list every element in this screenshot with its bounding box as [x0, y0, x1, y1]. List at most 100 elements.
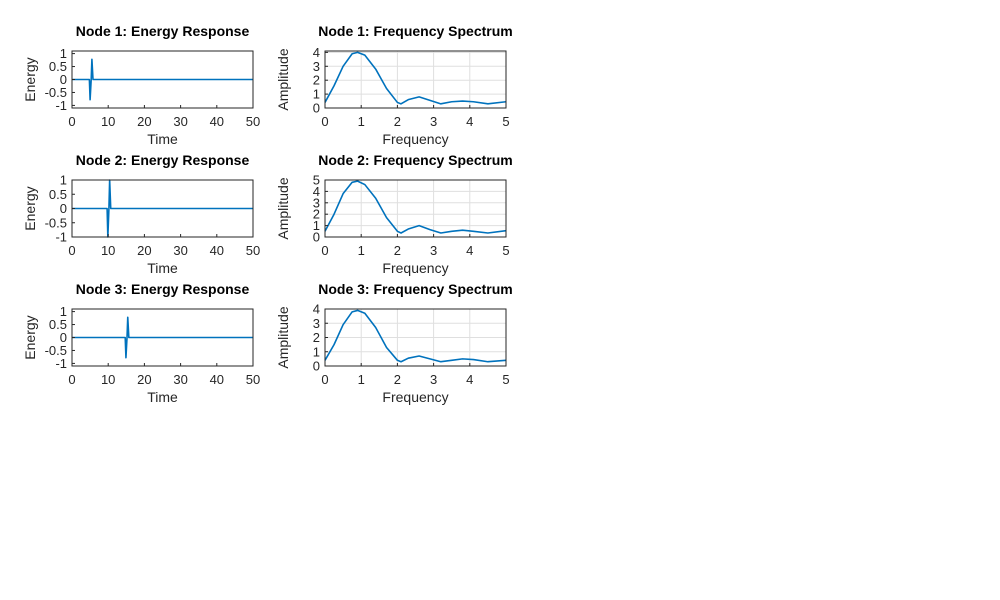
series-line [72, 316, 253, 359]
series-line [324, 180, 507, 234]
plot-title: Node 1: Energy Response [76, 23, 250, 39]
y-axis-label: Amplitude [275, 177, 291, 239]
y-tick-label: 4 [313, 184, 320, 199]
x-tick-label: 5 [502, 372, 509, 387]
x-tick-label: 5 [502, 243, 509, 258]
axes-background [324, 50, 507, 109]
y-axis-label: Energy [22, 57, 38, 101]
plot-title: Node 1: Frequency Spectrum [318, 23, 513, 39]
x-tick-label: 40 [210, 372, 224, 387]
x-tick-label: 3 [430, 114, 437, 129]
y-tick-label: 1 [313, 218, 320, 233]
y-tick-label: -0.5 [45, 343, 67, 358]
x-tick-label: 1 [358, 243, 365, 258]
y-tick-label: 0 [313, 101, 320, 116]
y-tick-label: 3 [313, 316, 320, 331]
y-tick-label: -1 [55, 98, 67, 113]
y-tick-label: 0.5 [49, 187, 67, 202]
x-axis-label: Frequency [382, 260, 448, 276]
x-tick-label: 40 [210, 114, 224, 129]
plot-title: Node 2: Frequency Spectrum [318, 152, 513, 168]
series-line [72, 58, 253, 101]
x-tick-label: 50 [246, 243, 260, 258]
x-tick-label: 0 [68, 243, 75, 258]
y-tick-label: 1 [313, 87, 320, 102]
y-tick-label: 2 [313, 73, 320, 88]
x-tick-label: 10 [101, 372, 115, 387]
x-axis-label: Time [147, 389, 178, 405]
series-line [324, 51, 507, 105]
x-tick-label: 0 [321, 114, 328, 129]
y-axis-label: Energy [22, 186, 38, 230]
y-tick-label: 1 [60, 304, 67, 319]
x-tick-label: 4 [466, 114, 473, 129]
axes-background [324, 179, 507, 238]
x-tick-label: 3 [430, 372, 437, 387]
y-tick-label: 1 [60, 46, 67, 61]
plot-title: Node 3: Frequency Spectrum [318, 281, 513, 297]
series-line [324, 309, 507, 363]
y-tick-label: -1 [55, 230, 67, 245]
x-tick-label: 30 [173, 243, 187, 258]
y-tick-label: 3 [313, 195, 320, 210]
x-tick-label: 30 [173, 372, 187, 387]
x-tick-label: 1 [358, 372, 365, 387]
x-tick-label: 2 [394, 372, 401, 387]
series-line [72, 179, 253, 238]
x-tick-label: 50 [246, 114, 260, 129]
y-axis-label: Energy [22, 315, 38, 359]
x-tick-label: 20 [137, 372, 151, 387]
x-tick-label: 3 [430, 243, 437, 258]
y-tick-label: 1 [313, 344, 320, 359]
x-tick-label: 0 [321, 243, 328, 258]
y-tick-label: 0 [60, 201, 67, 216]
x-tick-label: 10 [101, 243, 115, 258]
x-tick-label: 20 [137, 243, 151, 258]
x-axis-label: Frequency [382, 131, 448, 147]
y-tick-label: 1 [60, 173, 67, 188]
x-tick-label: 1 [358, 114, 365, 129]
y-tick-label: 4 [313, 45, 320, 60]
y-axis-label: Amplitude [275, 48, 291, 110]
plot-title: Node 3: Energy Response [76, 281, 250, 297]
y-tick-label: 0 [313, 230, 320, 245]
y-tick-label: 2 [313, 207, 320, 222]
axes-frame [324, 179, 507, 238]
y-tick-label: -1 [55, 356, 67, 371]
x-tick-label: 2 [394, 114, 401, 129]
x-tick-label: 40 [210, 243, 224, 258]
x-tick-label: 50 [246, 372, 260, 387]
x-axis-label: Time [147, 260, 178, 276]
x-tick-label: 30 [173, 114, 187, 129]
x-tick-label: 2 [394, 243, 401, 258]
x-tick-label: 4 [466, 243, 473, 258]
y-tick-label: 0.5 [49, 59, 67, 74]
y-tick-label: 2 [313, 330, 320, 345]
x-tick-label: 4 [466, 372, 473, 387]
y-tick-label: 0 [60, 72, 67, 87]
x-tick-label: 0 [321, 372, 328, 387]
x-tick-label: 0 [68, 372, 75, 387]
x-tick-label: 0 [68, 114, 75, 129]
x-tick-label: 10 [101, 114, 115, 129]
y-tick-label: 5 [313, 173, 320, 188]
x-tick-label: 5 [502, 114, 509, 129]
y-axis-label: Amplitude [275, 306, 291, 368]
y-tick-label: 0 [313, 359, 320, 374]
y-tick-label: -0.5 [45, 215, 67, 230]
x-tick-label: 20 [137, 114, 151, 129]
x-axis-label: Frequency [382, 389, 448, 405]
y-tick-label: -0.5 [45, 85, 67, 100]
x-axis-label: Time [147, 131, 178, 147]
plot-title: Node 2: Energy Response [76, 152, 250, 168]
y-tick-label: 4 [313, 302, 320, 317]
y-tick-label: 0 [60, 330, 67, 345]
y-tick-label: 0.5 [49, 317, 67, 332]
